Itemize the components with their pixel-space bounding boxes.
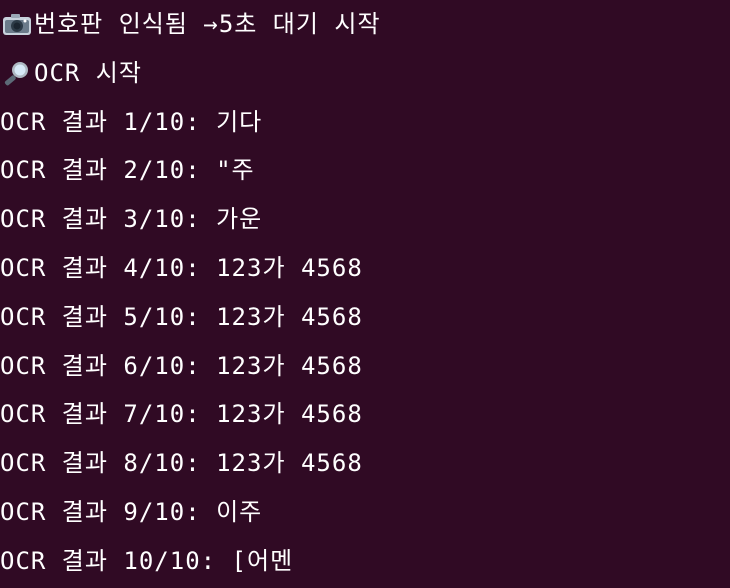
terminal-line: OCR 결과 7/10: 123가 4568 xyxy=(0,390,730,439)
line-text: OCR 결과 5/10: 123가 4568 xyxy=(0,302,363,331)
magnifier-icon xyxy=(0,58,34,88)
line-text: OCR 결과 7/10: 123가 4568 xyxy=(0,400,363,429)
line-text: OCR 결과 10/10: [어멘 xyxy=(0,546,294,575)
camera-icon xyxy=(0,9,34,39)
terminal-line: OCR 결과 9/10: 이주 xyxy=(0,488,730,537)
line-text: OCR 결과 4/10: 123가 4568 xyxy=(0,253,363,282)
terminal-line: OCR 결과 2/10: "주 xyxy=(0,146,730,195)
terminal-line: OCR 결과 10/10: [어멘 xyxy=(0,537,730,586)
terminal-line: OCR 결과 3/10: 가운 xyxy=(0,195,730,244)
terminal-line: OCR 결과 6/10: 123가 4568 xyxy=(0,342,730,391)
line-text: OCR 결과 8/10: 123가 4568 xyxy=(0,449,363,478)
terminal-line: OCR 시작 xyxy=(0,49,730,98)
line-text: OCR 결과 9/10: 이주 xyxy=(0,497,263,526)
line-text: OCR 결과 1/10: 기다 xyxy=(0,107,263,136)
terminal-line: OCR 결과 5/10: 123가 4568 xyxy=(0,293,730,342)
line-text: OCR 시작 xyxy=(34,58,142,87)
line-text: OCR 결과 2/10: "주 xyxy=(0,156,255,185)
terminal-line: OCR 결과 4/10: 123가 4568 xyxy=(0,244,730,293)
terminal-line: OCR 결과 1/10: 기다 xyxy=(0,98,730,147)
line-text: OCR 결과 6/10: 123가 4568 xyxy=(0,351,363,380)
terminal-line: 번호판 인식됨 →5초 대기 시작 xyxy=(0,0,730,49)
terminal-line: OCR 결과 8/10: 123가 4568 xyxy=(0,439,730,488)
line-text: OCR 결과 3/10: 가운 xyxy=(0,205,263,234)
line-text: 번호판 인식됨 →5초 대기 시작 xyxy=(34,10,381,38)
